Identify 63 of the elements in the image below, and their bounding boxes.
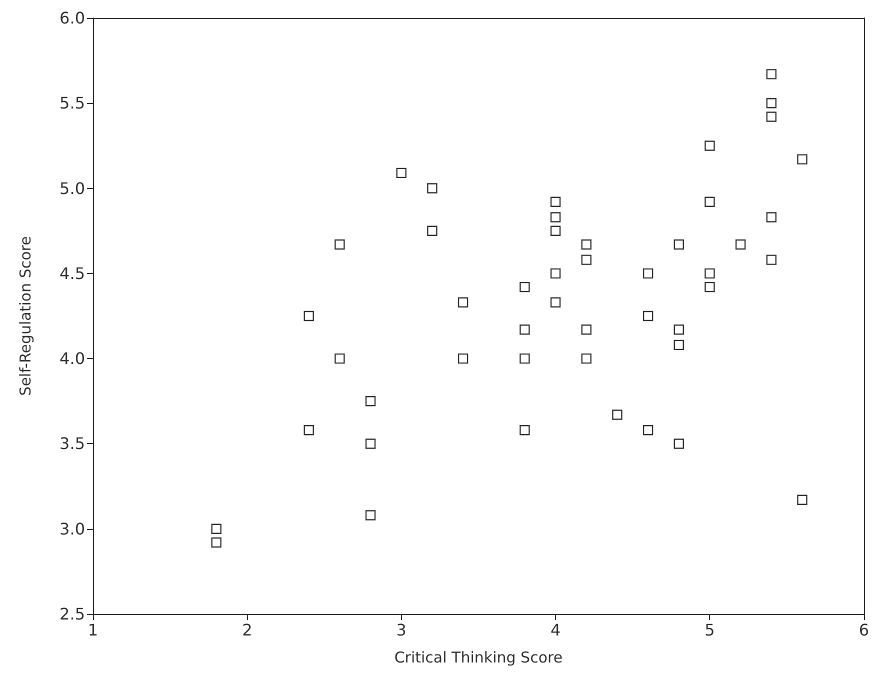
y-tick-label: 6.0 [60, 8, 85, 28]
point [427, 183, 438, 194]
y-tick-label: 5.5 [60, 94, 85, 113]
point [520, 324, 530, 335]
point [581, 324, 592, 335]
x-tick-label: 4 [550, 620, 561, 640]
point [365, 510, 376, 520]
point [766, 98, 776, 108]
point [581, 353, 592, 364]
point [704, 140, 715, 151]
point [334, 353, 345, 364]
point [766, 254, 776, 265]
point [304, 424, 314, 436]
point [797, 494, 808, 506]
point [797, 154, 808, 164]
point [211, 524, 222, 534]
point [427, 226, 438, 236]
point [642, 268, 654, 279]
point [550, 268, 561, 279]
point [458, 353, 468, 364]
point [704, 196, 715, 208]
point [520, 282, 530, 292]
point [520, 353, 530, 364]
point [766, 212, 776, 222]
x-tick-label: 6 [858, 620, 870, 640]
point [674, 340, 684, 350]
y-tick-label: 5.0 [60, 178, 85, 198]
point [766, 112, 776, 122]
point [211, 537, 222, 548]
point [612, 410, 622, 420]
x-tick-label: 2 [242, 620, 252, 640]
point [396, 168, 406, 178]
y-tick-label: 3.0 [60, 519, 85, 538]
point [304, 310, 314, 322]
point [458, 297, 468, 308]
point [704, 268, 715, 279]
point [550, 226, 561, 236]
y-tick-label: 3.5 [60, 434, 85, 454]
x-tick-label: 1 [88, 620, 98, 640]
point [642, 424, 654, 436]
point [642, 310, 654, 322]
point [550, 212, 561, 222]
y-tick-label: 4.0 [60, 349, 85, 368]
point [704, 282, 715, 292]
point [674, 239, 684, 250]
x-tick-label: 3 [396, 620, 406, 640]
point [674, 438, 684, 449]
point [550, 196, 561, 208]
y-axis-title: Self-Regulation Score [16, 236, 34, 396]
y-tick-label: 4.5 [60, 264, 85, 283]
point [581, 239, 592, 250]
point [520, 424, 530, 436]
point [334, 239, 345, 250]
y-tick-label: 2.5 [60, 604, 85, 624]
point [581, 254, 592, 265]
x-axis-title: Critical Thinking Score [394, 648, 563, 666]
point [674, 324, 684, 335]
point [365, 438, 376, 449]
point [735, 239, 746, 250]
x-tick-label: 5 [704, 620, 715, 640]
point [365, 396, 376, 406]
point [550, 297, 561, 308]
point [766, 69, 776, 80]
